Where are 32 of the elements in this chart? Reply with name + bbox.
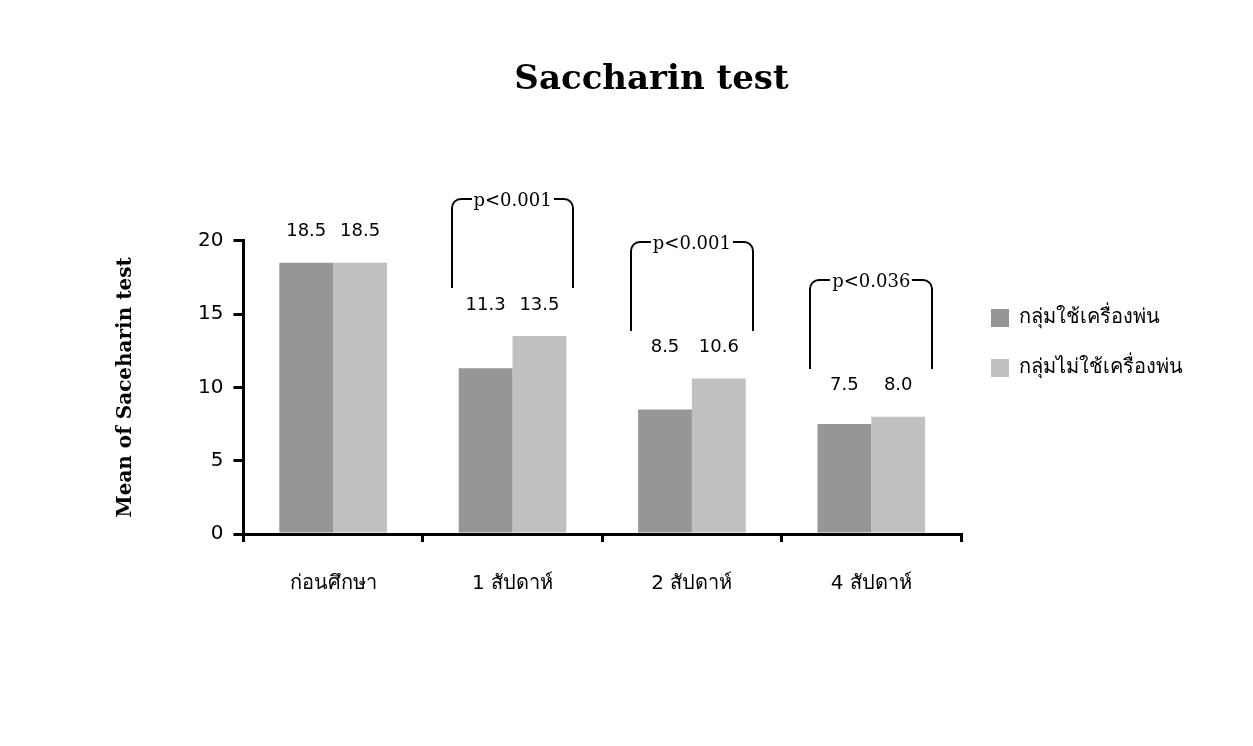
data-label: 13.5 bbox=[519, 292, 560, 314]
legend-label: กลุ่มไม่ใช้เครื่องพ่น bbox=[1019, 352, 1183, 380]
data-label: 11.3 bbox=[465, 292, 506, 314]
text: p<0.001 bbox=[471, 188, 554, 210]
x-tick-label: 1 สัปดาห์ bbox=[471, 570, 554, 595]
data-label: 18.5 bbox=[286, 219, 327, 241]
y-tick-label: 10 bbox=[198, 373, 224, 398]
x-tick-label: 2 สัปดาห์ bbox=[651, 570, 733, 595]
data-label: 10.6 bbox=[698, 335, 739, 357]
bar bbox=[279, 262, 334, 533]
data-label: 18.5 bbox=[340, 219, 381, 241]
bar bbox=[458, 368, 513, 533]
bar bbox=[512, 336, 567, 533]
x-tick-label: 4 สัปดาห์ bbox=[830, 570, 912, 595]
bar bbox=[333, 262, 387, 533]
y-tick-label: 15 bbox=[198, 300, 224, 325]
y-axis-title: Mean of Saceharin test bbox=[112, 256, 137, 518]
bar bbox=[871, 416, 926, 533]
y-tick-label: 0 bbox=[210, 520, 224, 545]
bar bbox=[691, 378, 746, 533]
chart-title: Saccharin test bbox=[514, 57, 789, 98]
legend-label: กลุ่มใช้เครื่องพ่น bbox=[1019, 302, 1160, 330]
data-label: 8.5 bbox=[650, 335, 680, 357]
data-label: 8.0 bbox=[883, 373, 913, 395]
annotation: p<0.036 bbox=[830, 269, 913, 291]
data-label: 7.5 bbox=[830, 373, 859, 395]
y-tick-label: 5 bbox=[210, 446, 224, 471]
x-tick-label: ก่อนศึกษา bbox=[289, 570, 377, 595]
y-tick-label: 20 bbox=[198, 227, 224, 251]
bar bbox=[817, 424, 872, 533]
bar bbox=[638, 409, 692, 533]
annotation: p<0.001 bbox=[650, 231, 733, 253]
